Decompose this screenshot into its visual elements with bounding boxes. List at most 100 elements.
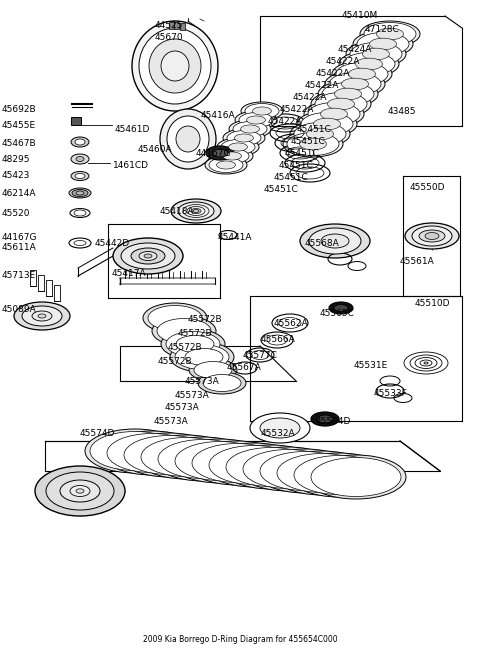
Ellipse shape	[76, 157, 84, 161]
Ellipse shape	[180, 346, 228, 368]
Ellipse shape	[425, 232, 439, 239]
Ellipse shape	[321, 108, 348, 120]
Ellipse shape	[343, 52, 395, 75]
Ellipse shape	[346, 41, 406, 67]
Ellipse shape	[35, 466, 125, 516]
Text: 45692B: 45692B	[2, 104, 36, 113]
Ellipse shape	[212, 149, 228, 157]
Ellipse shape	[194, 361, 232, 379]
Ellipse shape	[235, 134, 253, 142]
Text: 45422A: 45422A	[305, 81, 339, 91]
Ellipse shape	[209, 445, 299, 485]
Text: 45532A: 45532A	[261, 430, 296, 438]
Ellipse shape	[161, 329, 225, 359]
Ellipse shape	[85, 429, 185, 473]
Ellipse shape	[235, 111, 277, 129]
Text: 45572B: 45572B	[178, 329, 213, 337]
Ellipse shape	[107, 434, 197, 472]
Ellipse shape	[71, 137, 89, 147]
Ellipse shape	[75, 139, 85, 145]
Ellipse shape	[139, 251, 157, 260]
Ellipse shape	[252, 107, 272, 115]
Ellipse shape	[141, 438, 231, 476]
Text: 45441A: 45441A	[218, 234, 252, 243]
Ellipse shape	[307, 128, 334, 140]
Ellipse shape	[315, 92, 367, 115]
Text: 45567A: 45567A	[227, 363, 262, 373]
Text: 45566A: 45566A	[261, 335, 296, 344]
Text: 45422A: 45422A	[316, 70, 350, 79]
Bar	[38, 275, 44, 291]
Ellipse shape	[215, 148, 249, 163]
Text: 45418A: 45418A	[160, 207, 194, 216]
Ellipse shape	[241, 102, 283, 120]
Ellipse shape	[175, 441, 265, 480]
Ellipse shape	[32, 311, 52, 321]
Ellipse shape	[243, 449, 333, 489]
Ellipse shape	[318, 81, 378, 107]
Text: 45573A: 45573A	[185, 377, 220, 386]
Ellipse shape	[203, 375, 241, 392]
Text: 45534D: 45534D	[316, 417, 351, 426]
Ellipse shape	[171, 333, 219, 355]
Text: 45422A: 45422A	[293, 94, 327, 102]
Ellipse shape	[176, 335, 214, 352]
Ellipse shape	[335, 88, 361, 100]
Ellipse shape	[72, 190, 88, 197]
Bar	[71, 117, 81, 125]
Ellipse shape	[171, 199, 221, 223]
Ellipse shape	[209, 157, 243, 173]
Ellipse shape	[217, 138, 259, 156]
Ellipse shape	[211, 147, 253, 165]
Text: 45670: 45670	[155, 33, 184, 41]
Text: 45611A: 45611A	[2, 243, 37, 253]
Ellipse shape	[178, 202, 214, 220]
Ellipse shape	[283, 131, 343, 157]
Ellipse shape	[412, 226, 452, 246]
Ellipse shape	[46, 472, 114, 510]
Ellipse shape	[290, 121, 350, 147]
Ellipse shape	[350, 43, 402, 66]
Ellipse shape	[223, 129, 265, 147]
Ellipse shape	[287, 133, 339, 155]
Ellipse shape	[189, 359, 237, 381]
Text: 45089A: 45089A	[2, 306, 37, 314]
Text: 45416A: 45416A	[201, 110, 236, 119]
Ellipse shape	[170, 342, 234, 372]
Text: 45550D: 45550D	[410, 182, 445, 192]
Bar	[169, 22, 174, 30]
Text: 45713E: 45713E	[2, 270, 36, 279]
Ellipse shape	[325, 71, 385, 97]
Text: 45573A: 45573A	[154, 417, 189, 426]
Ellipse shape	[198, 372, 246, 394]
Ellipse shape	[193, 209, 199, 213]
Ellipse shape	[300, 224, 370, 258]
Ellipse shape	[250, 413, 310, 443]
Bar	[54, 285, 60, 301]
Ellipse shape	[329, 73, 381, 96]
Text: 44167G: 44167G	[196, 148, 231, 157]
Text: 45577C: 45577C	[243, 350, 278, 359]
Text: 45572B: 45572B	[188, 314, 223, 323]
Text: 45520: 45520	[2, 209, 31, 218]
Ellipse shape	[339, 51, 399, 77]
Ellipse shape	[353, 31, 413, 57]
Ellipse shape	[71, 154, 89, 164]
Text: 45451C: 45451C	[285, 150, 320, 159]
Ellipse shape	[357, 33, 409, 56]
Ellipse shape	[60, 480, 100, 502]
Ellipse shape	[260, 451, 350, 491]
Ellipse shape	[405, 223, 459, 249]
Text: 45573A: 45573A	[165, 403, 200, 413]
Ellipse shape	[239, 112, 273, 127]
Text: 45410M: 45410M	[342, 10, 378, 20]
Ellipse shape	[71, 171, 89, 180]
Ellipse shape	[419, 230, 445, 242]
Ellipse shape	[176, 126, 200, 152]
Ellipse shape	[14, 302, 70, 330]
Ellipse shape	[38, 314, 46, 318]
Ellipse shape	[311, 91, 371, 117]
Text: 45531E: 45531E	[354, 361, 388, 371]
Ellipse shape	[76, 489, 84, 493]
Ellipse shape	[240, 125, 260, 133]
